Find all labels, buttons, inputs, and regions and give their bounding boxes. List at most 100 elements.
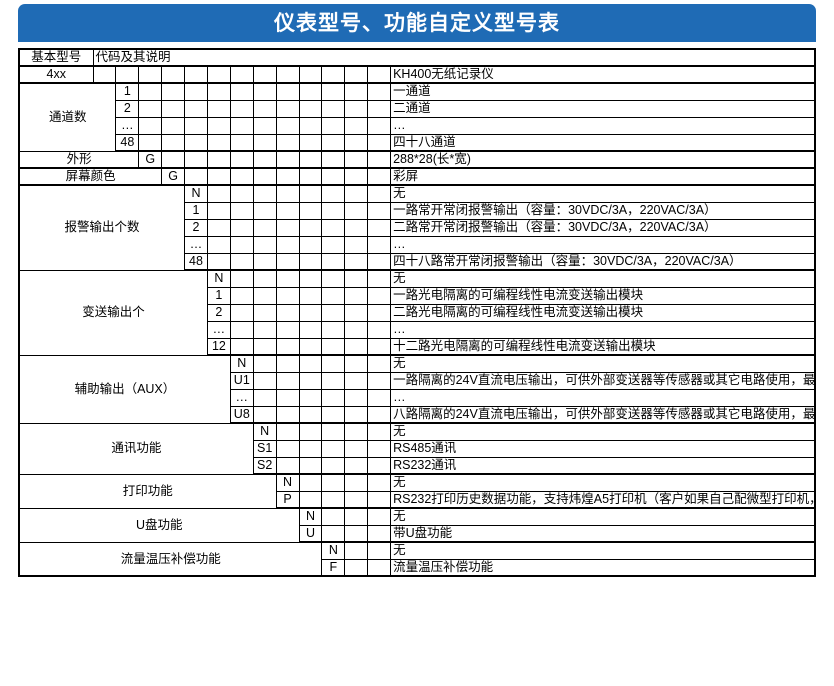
code-cell-empty [367,456,392,475]
group-label: 辅助输出（AUX） [18,354,231,424]
code-cell-empty [344,303,369,322]
code-cell-empty [344,558,369,577]
code-cell-empty [161,65,186,84]
code-cell-empty [229,99,254,118]
description-cell: … [390,116,816,135]
code-cell-empty [206,184,231,203]
code-cell: U8 [229,405,254,424]
code-cell-empty [298,303,323,322]
code-cell-empty [321,473,346,492]
code-cell-empty [367,201,392,220]
code-cell-empty [344,541,369,560]
code-cell-empty [138,65,163,84]
code-cell-empty [367,303,392,322]
table-row: U 带U盘功能 [19,524,816,543]
code-cell-empty [298,286,323,305]
spec-table-wrapper: 基本型号 代码及其说明 4xx KH400无纸记录仪 通道数 1 一通道 2 二通道…… 48 四十… [18,48,816,577]
code-cell-empty [298,405,323,424]
code-cell-empty [229,201,254,220]
code-cell-empty [344,456,369,475]
code-cell-empty [321,456,346,475]
code-cell-empty [344,507,369,526]
code-cell-empty [321,388,346,407]
code-cell-empty [252,388,277,407]
code-cell-empty [298,490,323,509]
code-cell-empty [298,439,323,458]
code-cell: … [229,388,254,407]
code-cell-empty [206,65,231,84]
code-cell: 1 [115,82,140,101]
code-cell-empty [229,252,254,271]
code-cell-empty [321,354,346,373]
code-cell-empty [298,65,323,84]
code-cell-empty [252,303,277,322]
table-row: 打印功能 N 无 [18,473,816,509]
code-cell: N [275,473,300,492]
code-cell-empty [321,252,346,271]
code-cell-empty [367,371,392,390]
table-row: 外形 G 288*28(长*宽) [18,150,816,169]
model-spec-table: 基本型号 代码及其说明 4xx KH400无纸记录仪 通道数 1 一通道 2 二通道…… 48 四十… [18,48,816,577]
code-cell-empty [367,405,392,424]
code-cell-empty [229,150,254,169]
code-cell-empty [229,286,254,305]
code-cell-empty [344,235,369,254]
description-cell: 一路光电隔离的可编程线性电流变送输出模块 [390,286,816,305]
code-cell-empty [344,388,369,407]
description-cell: 十二路光电隔离的可编程线性电流变送输出模块 [390,337,816,356]
code-cell-empty [321,133,346,152]
group-label: 变送输出个 [18,269,208,356]
code-cell-empty [229,235,254,254]
code-cell-empty [184,116,208,135]
code-cell-empty [367,439,392,458]
description-cell: 一路常开常闭报警输出（容量：30VDC/3A，220VAC/3A） [390,201,816,220]
code-cell-empty [367,269,392,288]
code-cell-empty [206,150,231,169]
code-cell-empty [252,269,277,288]
table-row: 流量温压补偿功能 N 无 [18,541,816,577]
table-row: 2 二通道 [19,99,816,118]
code-cell-empty [344,99,369,118]
code-cell-empty [252,65,277,84]
code-cell-empty [367,354,392,373]
code-cell-empty [298,388,323,407]
code-cell-empty [344,184,369,203]
code-cell-empty [252,150,277,169]
code-cell-empty [321,150,346,169]
group-label: 打印功能 [18,473,277,509]
table-row: S1 RS485通讯 [19,439,816,458]
description-cell: 无 [390,507,816,526]
description-cell: 四十八通道 [390,133,816,152]
code-cell-empty [161,99,186,118]
code-cell-empty [321,439,346,458]
code-cell-empty [229,218,254,237]
code-cell-empty [275,218,300,237]
code-cell-empty [298,201,323,220]
description-cell: 无 [390,269,816,288]
code-cell-empty [229,337,254,356]
group-label: 4xx [18,65,94,84]
table-row: U盘功能 N 无 [18,507,816,543]
code-cell-empty [367,490,392,509]
table-row: 通道数 1 一通道 [18,82,816,152]
description-cell: KH400无纸记录仪 [390,65,816,84]
code-cell-empty [367,116,392,135]
code-cell-empty [252,184,277,203]
description-cell: … [390,235,816,254]
code-cell: S1 [252,439,277,458]
code-cell-empty [252,167,277,186]
table-row: U8 八路隔离的24V直流电压输出，可供外部变送器等传感器或其它电路使用，最大电流… [19,405,816,424]
code-cell-empty [252,201,277,220]
code-cell-empty [229,303,254,322]
code-cell-empty [367,507,392,526]
description-cell: 二路光电隔离的可编程线性电流变送输出模块 [390,303,816,322]
code-cell-empty [206,167,231,186]
code-cell-empty [321,422,346,441]
code-cell-empty [321,235,346,254]
code-cell: … [206,320,231,339]
table-row: 48 四十八通道 [19,133,816,152]
code-cell-empty [252,337,277,356]
table-row: 2 二路光电隔离的可编程线性电流变送输出模块 [19,303,816,322]
table-row: 通讯功能 N 无 [18,422,816,475]
code-cell-empty [275,82,300,101]
